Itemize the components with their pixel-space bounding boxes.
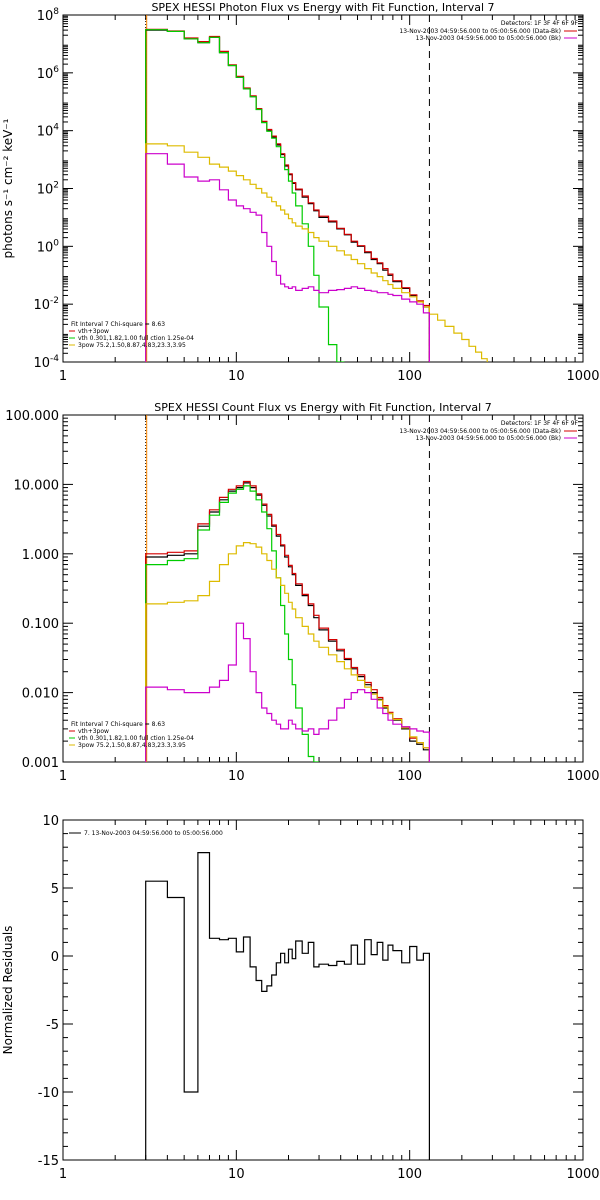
y-tick-label: -5	[46, 1018, 59, 1033]
y-tick-mantissa: 10	[37, 67, 54, 82]
x-tick-label: 10	[228, 769, 245, 784]
chart-photon: SPEX HESSI Photon Flux vs Energy with Fi…	[1, 1, 600, 384]
series-line	[145, 622, 430, 762]
y-tick-exponent: 0	[53, 238, 59, 248]
y-tick-mantissa: -15	[38, 1154, 59, 1169]
detectors-label: Detectors: 1F 3F 4F 6F 9F	[501, 20, 579, 27]
y-tick-mantissa: 10	[37, 9, 54, 24]
y-tick-mantissa: 0	[51, 950, 59, 965]
x-tick-label: 10	[228, 369, 245, 384]
y-tick-label: 10.000	[14, 478, 60, 493]
chart-title: SPEX HESSI Count Flux vs Energy with Fit…	[154, 401, 491, 414]
detectors-label: Detectors: 1F 3F 4F 6F 9F	[501, 420, 579, 427]
y-tick-label: 106	[37, 65, 60, 82]
legend-entry: vth+3pow	[78, 328, 109, 335]
x-tick-label: 1	[59, 769, 67, 784]
series-group	[145, 28, 488, 362]
y-tick-mantissa: 100.000	[5, 409, 59, 424]
series-line	[145, 153, 430, 362]
series-group	[145, 852, 430, 1160]
legend-entry: 3pow 75.2,1.50,8.87,4.83,23.3,3.95	[78, 742, 186, 749]
y-tick-label: -10	[38, 1086, 59, 1101]
y-tick-mantissa: 0.010	[22, 687, 59, 702]
plot-frame	[62, 14, 584, 363]
y-tick-mantissa: -10	[38, 1086, 59, 1101]
x-tick-label: 100	[397, 769, 422, 784]
y-axis-label: Normalized Residuals	[1, 926, 15, 1055]
y-tick-label: 0.100	[22, 617, 59, 632]
y-tick-exponent: 4	[53, 123, 59, 133]
y-tick-mantissa: 1.000	[22, 548, 59, 563]
y-tick-mantissa: 0.001	[22, 756, 59, 771]
series-line	[145, 29, 430, 362]
y-tick-label: 102	[37, 181, 59, 198]
legend-entry: 3pow 75.2,1.50,8.87,4.83,23.3,3.95	[78, 342, 186, 349]
legend-entry: vth 0.301,1.82,1.00 full ction 1.25e-04	[78, 335, 194, 342]
x-tick-label: 100	[397, 369, 422, 384]
x-tick-label: 1000	[566, 769, 599, 784]
y-tick-mantissa: 0.100	[22, 617, 59, 632]
series-line	[145, 542, 430, 762]
y-tick-mantissa: 10	[37, 240, 54, 255]
legend-entry: vth+3pow	[78, 728, 109, 735]
y-tick-mantissa: 10	[37, 183, 54, 198]
x-tick-label: 1000	[566, 1167, 599, 1182]
y-tick-mantissa: 10	[33, 298, 50, 313]
y-tick-label: 0.001	[22, 756, 59, 771]
y-tick-label: 0	[51, 950, 59, 965]
y-tick-label: 1.000	[22, 548, 59, 563]
y-tick-mantissa: 10	[37, 125, 54, 140]
time-range-label: 13-Nov-2003 04:59:56.000 to 05:00:56.000…	[399, 428, 561, 435]
y-tick-label: 104	[37, 123, 60, 140]
chart-title: SPEX HESSI Photon Flux vs Energy with Fi…	[151, 1, 494, 14]
y-tick-label: -15	[38, 1154, 59, 1169]
y-tick-mantissa: -5	[46, 1018, 59, 1033]
plot-frame	[62, 819, 584, 1161]
y-tick-label: 100.000	[5, 409, 59, 424]
y-tick-mantissa: 5	[51, 882, 59, 897]
x-tick-label: 1000	[566, 369, 599, 384]
y-tick-exponent: 8	[53, 7, 59, 17]
series-group	[145, 480, 430, 762]
chart-residuals: Normalized Residuals 1 10 100 1000 10 5 0 -5 -10 -…	[1, 814, 600, 1182]
time-range-label: 13-Nov-2003 04:59:56.000 to 05:00:56.000…	[399, 28, 561, 35]
series-line	[145, 480, 430, 762]
y-tick-label: 108	[37, 7, 60, 24]
y-tick-exponent: -4	[50, 354, 59, 364]
y-tick-label: 10	[42, 814, 59, 829]
y-tick-label: 10-4	[33, 354, 59, 371]
series-line	[145, 485, 319, 762]
x-tick-label: 10	[228, 1167, 245, 1182]
plot-frame	[62, 414, 584, 763]
x-tick-label: 1	[59, 369, 67, 384]
series-line	[145, 143, 488, 362]
series-line	[145, 482, 430, 762]
x-tick-label: 1	[59, 1167, 67, 1182]
x-tick-label: 100	[397, 1167, 422, 1182]
y-tick-mantissa: 10.000	[14, 478, 60, 493]
legend-entry: 7. 13-Nov-2003 04:59:56.000 to 05:00:56.…	[84, 830, 223, 837]
legend-entry: Fit Interval 7 Chi-square = 8.63	[71, 321, 165, 328]
y-tick-label: 100	[37, 238, 60, 255]
y-tick-label: 10-2	[33, 296, 59, 313]
y-tick-mantissa: 10	[33, 356, 50, 371]
series-line	[145, 29, 345, 362]
y-tick-mantissa: 10	[42, 814, 59, 829]
y-tick-label: 5	[51, 882, 59, 897]
y-tick-exponent: -2	[50, 296, 59, 306]
chart-count: SPEX HESSI Count Flux vs Energy with Fit…	[5, 401, 599, 784]
y-tick-exponent: 6	[53, 65, 59, 75]
series-line	[145, 852, 430, 1160]
time-range-label: 13-Nov-2003 04:59:56.000 to 05:00:56.000…	[416, 35, 561, 42]
series-line	[145, 28, 430, 362]
y-tick-exponent: 2	[53, 181, 59, 191]
time-range-label: 13-Nov-2003 04:59:56.000 to 05:00:56.000…	[416, 435, 561, 442]
y-tick-label: 0.010	[22, 687, 59, 702]
legend-entry: Fit Interval 7 Chi-square = 8.63	[71, 721, 165, 728]
legend-entry: vth 0.301,1.82,1.00 full ction 1.25e-04	[78, 735, 194, 742]
y-axis-label: photons s⁻¹ cm⁻² keV⁻¹	[1, 118, 15, 258]
